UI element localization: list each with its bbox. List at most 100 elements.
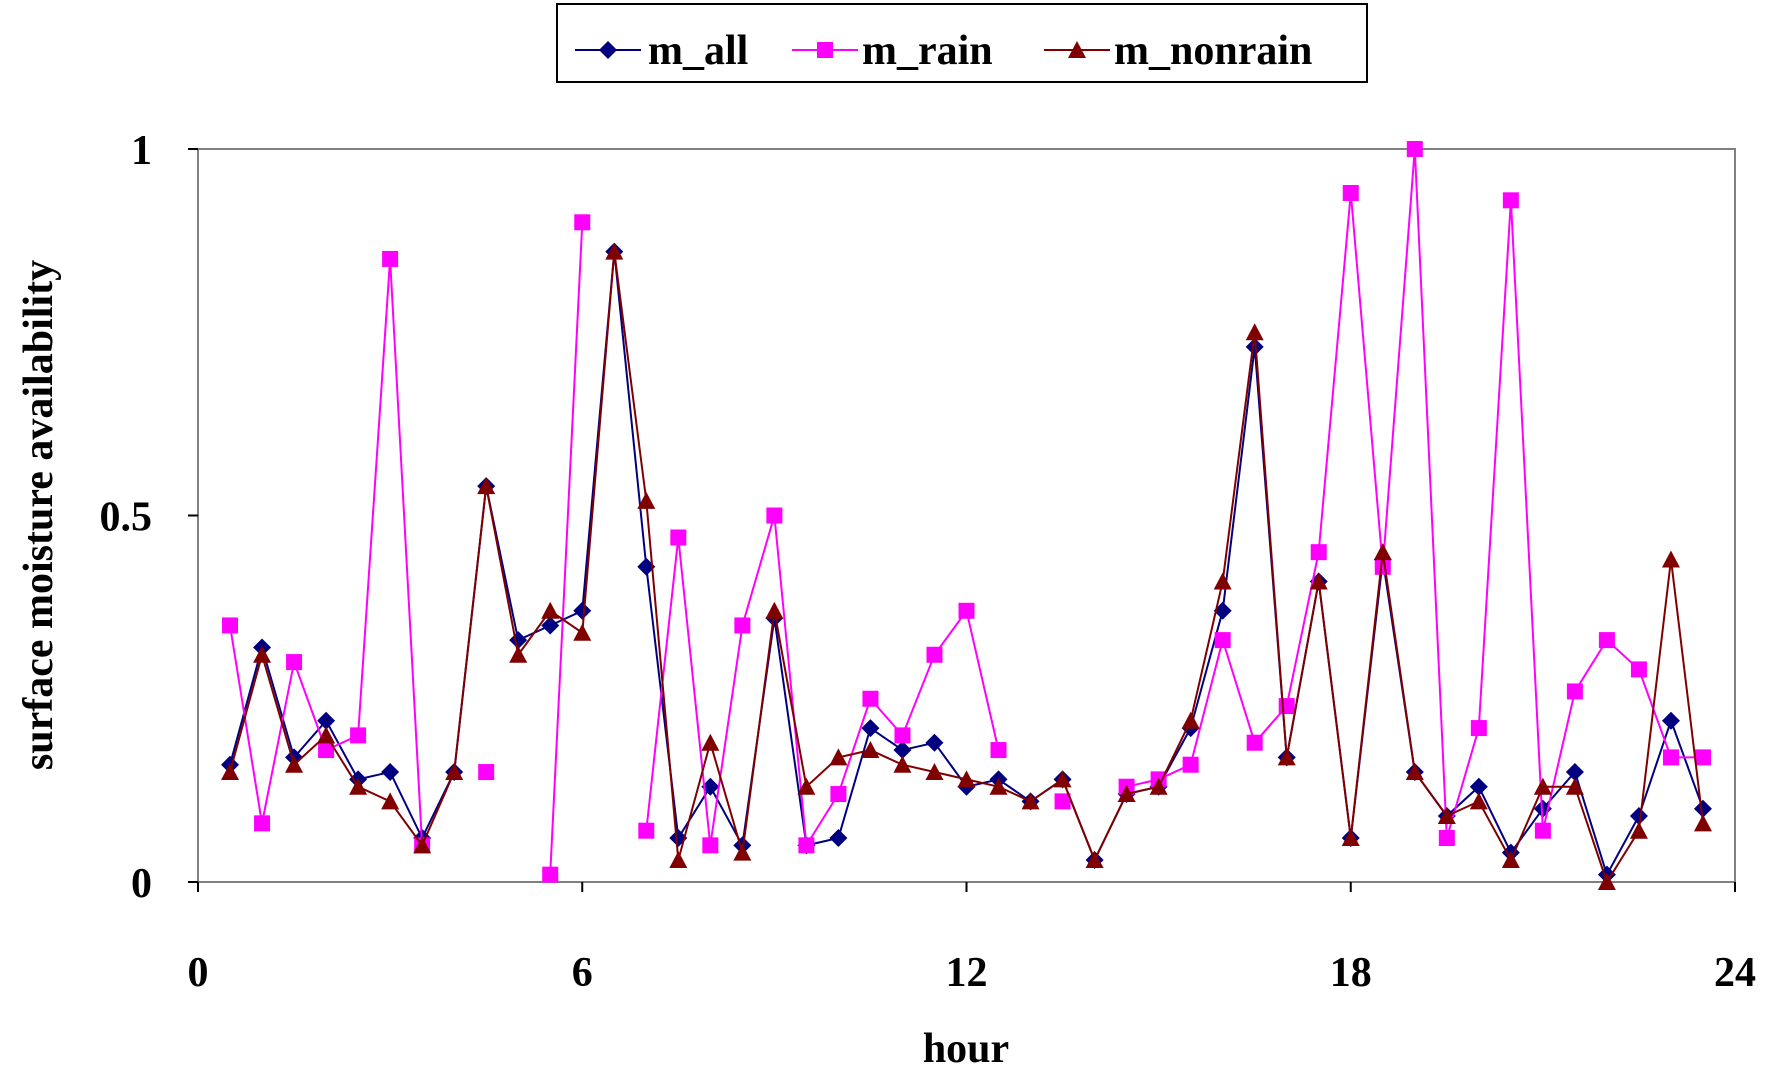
data-point-triangle xyxy=(637,491,656,509)
data-point-triangle xyxy=(221,763,240,781)
data-point-triangle xyxy=(445,763,464,781)
data-point-triangle xyxy=(1085,851,1104,869)
data-point-square xyxy=(702,837,719,854)
data-point-square xyxy=(734,617,751,634)
data-point-triangle xyxy=(605,242,624,260)
data-point-square xyxy=(638,822,655,839)
data-point-square xyxy=(1310,544,1327,561)
data-point-square xyxy=(318,742,335,759)
data-point-triangle xyxy=(1661,550,1680,568)
data-point-square xyxy=(1534,822,1551,839)
data-point-square xyxy=(926,646,943,663)
data-point-square xyxy=(1054,793,1071,810)
data-point-triangle xyxy=(1053,770,1072,788)
data-point-triangle xyxy=(1629,821,1648,839)
legend-label: m_nonrain xyxy=(1114,28,1312,74)
series-m-nonrain xyxy=(221,242,1712,890)
data-point-diamond xyxy=(1469,777,1488,796)
data-point-diamond xyxy=(829,829,848,848)
data-point-triangle xyxy=(861,741,880,759)
data-point-diamond xyxy=(1693,799,1712,818)
data-point-square xyxy=(1374,558,1391,575)
data-point-triangle xyxy=(893,755,912,773)
legend-box xyxy=(556,3,1368,83)
legend-label: m_rain xyxy=(862,28,993,74)
data-point-triangle xyxy=(925,763,944,781)
data-point-triangle xyxy=(253,645,272,663)
data-point-triangle xyxy=(669,851,688,869)
legend-label: m_all xyxy=(648,28,748,74)
data-point-square xyxy=(1694,749,1711,766)
x-tick-label: 24 xyxy=(1714,950,1756,996)
data-point-diamond xyxy=(1565,763,1584,782)
data-point-square xyxy=(574,214,591,231)
data-point-diamond xyxy=(701,777,720,796)
data-point-square xyxy=(1342,184,1359,201)
data-point-triangle xyxy=(1341,829,1360,847)
data-point-diamond xyxy=(1661,711,1680,730)
data-point-diamond xyxy=(925,733,944,752)
data-point-square xyxy=(1662,749,1679,766)
x-tick-label: 0 xyxy=(188,950,209,996)
legend-item-m-rain: m_rain xyxy=(792,28,993,74)
data-point-triangle xyxy=(1469,792,1488,810)
data-point-triangle xyxy=(1277,748,1296,766)
data-point-triangle xyxy=(1405,763,1424,781)
plot-area xyxy=(197,148,1736,883)
data-point-triangle xyxy=(477,477,496,495)
data-point-triangle xyxy=(541,601,560,619)
data-point-triangle xyxy=(1533,777,1552,795)
data-point-triangle xyxy=(349,777,368,795)
data-point-triangle xyxy=(317,726,336,744)
data-point-square xyxy=(286,654,303,671)
x-tick-label: 18 xyxy=(1330,950,1372,996)
data-point-triangle xyxy=(989,777,1008,795)
y-tick-label: 0 xyxy=(131,861,152,907)
data-point-triangle xyxy=(1117,785,1136,803)
data-point-square xyxy=(1438,830,1455,847)
y-tick-label: 1 xyxy=(131,128,152,174)
data-point-triangle xyxy=(1597,873,1616,890)
data-point-square xyxy=(862,690,879,707)
data-point-triangle xyxy=(573,623,592,641)
data-point-triangle xyxy=(1309,572,1328,590)
data-point-square xyxy=(1470,720,1487,737)
x-tick-label: 6 xyxy=(572,950,593,996)
data-point-diamond xyxy=(317,711,336,730)
data-point-triangle xyxy=(413,836,432,854)
legend-item-m-all: m_all xyxy=(575,28,748,74)
data-point-square xyxy=(798,837,815,854)
x-tick-label: 12 xyxy=(946,950,988,996)
data-point-square xyxy=(1566,683,1583,700)
x-axis-title: hour xyxy=(923,1026,1009,1069)
y-tick-label: 0.5 xyxy=(100,495,153,541)
legend-marker-diamond xyxy=(599,41,617,59)
data-point-triangle xyxy=(797,777,816,795)
data-point-square xyxy=(1182,756,1199,773)
data-point-square xyxy=(830,786,847,803)
data-point-square xyxy=(382,250,399,267)
data-point-square xyxy=(1598,632,1615,649)
legend-marker-square xyxy=(817,42,833,58)
data-point-triangle xyxy=(509,645,528,663)
data-point-square xyxy=(766,507,783,524)
data-point-square xyxy=(894,727,911,744)
data-point-square xyxy=(958,602,975,619)
data-point-triangle xyxy=(1021,792,1040,810)
data-point-square xyxy=(350,727,367,744)
data-point-triangle xyxy=(381,792,400,810)
data-point-square xyxy=(1278,698,1295,715)
data-point-square xyxy=(1214,632,1231,649)
data-point-diamond xyxy=(861,719,880,738)
data-point-triangle xyxy=(701,733,720,751)
data-point-triangle xyxy=(1565,777,1584,795)
data-point-triangle xyxy=(829,748,848,766)
legend-marker-triangle xyxy=(1068,41,1086,58)
data-point-triangle xyxy=(1245,323,1264,341)
data-point-square xyxy=(542,866,559,883)
data-point-square xyxy=(222,617,239,634)
legend-item-m-nonrain: m_nonrain xyxy=(1044,28,1312,74)
data-point-triangle xyxy=(1501,851,1520,869)
axes: 0 6 12 18 24 0 0.5 1 xyxy=(100,128,1757,996)
